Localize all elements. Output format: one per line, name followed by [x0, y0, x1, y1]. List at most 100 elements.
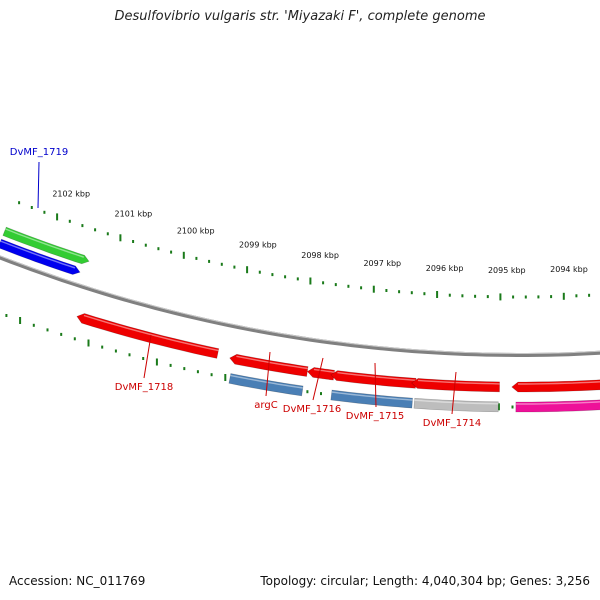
- ruler-label: 2094 kbp: [550, 265, 588, 274]
- inner-tick: [101, 345, 104, 349]
- page-title: Desulfovibrio vulgaris str. 'Miyazaki F'…: [114, 9, 486, 24]
- dvmf-1716-label: DvMF_1716: [283, 404, 341, 415]
- outer-tick: [208, 259, 211, 263]
- gene-dvmf-1714-highlight: [417, 379, 500, 385]
- outer-tick: [296, 277, 299, 281]
- outer-tick: [486, 295, 489, 299]
- outer-tick: [499, 293, 502, 301]
- inner-tick: [73, 337, 76, 341]
- ruler-label: 2095 kbp: [488, 266, 526, 275]
- inner-tick: [210, 373, 213, 377]
- inner-tick: [183, 367, 186, 371]
- gene-features: [0, 226, 600, 413]
- gene-dvmf-1716: [306, 367, 335, 381]
- outer-tick: [588, 293, 591, 297]
- gene-dvmf-1718-highlight: [83, 314, 219, 352]
- inner-tick: [155, 358, 158, 366]
- ruler-label: 2101 kbp: [115, 210, 153, 219]
- tick-marks: [5, 201, 596, 411]
- gene-block-1: [0, 238, 81, 275]
- outer-tick: [512, 295, 515, 299]
- outer-tick: [144, 243, 147, 247]
- outer-tick: [220, 262, 223, 266]
- inner-tick: [60, 332, 63, 336]
- outer-tick: [410, 291, 413, 295]
- outer-tick: [284, 275, 287, 279]
- dvmf-1715-label: DvMF_1715: [346, 411, 404, 422]
- gene-dvmf-1719-highlight: [5, 228, 85, 258]
- gene-block-3-highlight: [236, 355, 308, 370]
- argc-label: argC: [254, 400, 277, 411]
- dvmf-1714-label: DvMF_1714: [423, 418, 481, 429]
- gene-block-7-highlight: [331, 391, 413, 401]
- inner-tick: [142, 357, 145, 360]
- outer-tick: [448, 293, 451, 297]
- gene-block-10-highlight: [518, 381, 600, 385]
- outer-tick: [170, 250, 173, 254]
- outer-tick: [106, 232, 109, 236]
- gene-block-11-highlight: [515, 401, 600, 405]
- outer-tick: [68, 219, 71, 223]
- ruler-label: 2097 kbp: [363, 259, 401, 268]
- inner-tick: [5, 314, 8, 317]
- outer-tick: [18, 201, 21, 205]
- genome-backbone: [0, 255, 600, 357]
- gene-dvmf-1716-highlight: [313, 368, 335, 373]
- inner-tick: [114, 349, 117, 353]
- backbone-arc: [0, 255, 600, 357]
- ruler-label: 2100 kbp: [177, 227, 215, 236]
- inner-tick: [46, 328, 49, 332]
- outer-tick: [360, 286, 363, 290]
- accession-text: Accession: NC_011769: [9, 574, 146, 588]
- outer-tick: [56, 213, 59, 221]
- outer-tick: [43, 210, 46, 214]
- outer-tick: [132, 240, 135, 243]
- outer-tick: [258, 270, 261, 274]
- gene-block-9-highlight: [414, 399, 499, 405]
- outer-tick: [309, 277, 312, 285]
- outer-tick: [81, 224, 84, 228]
- gene-labels: DvMF_1719 DvMF_1718 argC DvMF_1716 DvMF_1715…: [10, 147, 481, 429]
- ruler-label: 2096 kbp: [426, 264, 464, 273]
- ruler-label: 2099 kbp: [239, 240, 277, 249]
- outer-tick: [246, 266, 249, 274]
- outer-tick: [233, 265, 236, 269]
- outer-tick: [94, 228, 97, 232]
- outer-tick: [436, 291, 439, 298]
- outer-tick: [474, 294, 477, 298]
- argc-leader: [265, 351, 271, 397]
- outer-tick: [461, 294, 464, 298]
- gene-block-10: [511, 379, 600, 393]
- outer-tick: [385, 289, 388, 292]
- inner-tick: [224, 374, 227, 381]
- gene-block-11: [515, 399, 600, 413]
- outer-tick: [182, 251, 185, 259]
- outer-tick: [423, 292, 426, 296]
- dvmf-1718-label: DvMF_1718: [115, 382, 173, 393]
- outer-tick: [575, 294, 578, 298]
- inner-tick: [128, 353, 131, 357]
- outer-tick: [372, 285, 375, 293]
- backbone-highlight: [0, 255, 600, 354]
- genome-summary-text: Topology: circular; Length: 4,040,304 bp…: [260, 574, 590, 588]
- ruler-labels: 2102 kbp 2101 kbp 2100 kbp 2099 kbp 2098 kbp…: [52, 189, 588, 275]
- inner-tick: [87, 339, 90, 347]
- inner-tick: [32, 323, 35, 327]
- outer-tick: [195, 256, 198, 260]
- inner-tick: [497, 403, 500, 411]
- dvmf-1715-leader: [374, 362, 377, 408]
- inner-tick: [306, 390, 309, 394]
- outer-tick: [562, 292, 565, 300]
- outer-tick: [271, 273, 274, 277]
- dvmf-1716-leader: [312, 357, 324, 401]
- outer-tick: [119, 234, 122, 242]
- dvmf-1718-leader: [143, 334, 152, 379]
- inner-tick: [196, 370, 199, 374]
- gene-block-9: [413, 397, 499, 413]
- outer-tick: [30, 206, 33, 209]
- dvmf-1719-label: DvMF_1719: [10, 147, 68, 158]
- outer-tick: [347, 284, 350, 288]
- gene-argc-highlight: [230, 374, 303, 389]
